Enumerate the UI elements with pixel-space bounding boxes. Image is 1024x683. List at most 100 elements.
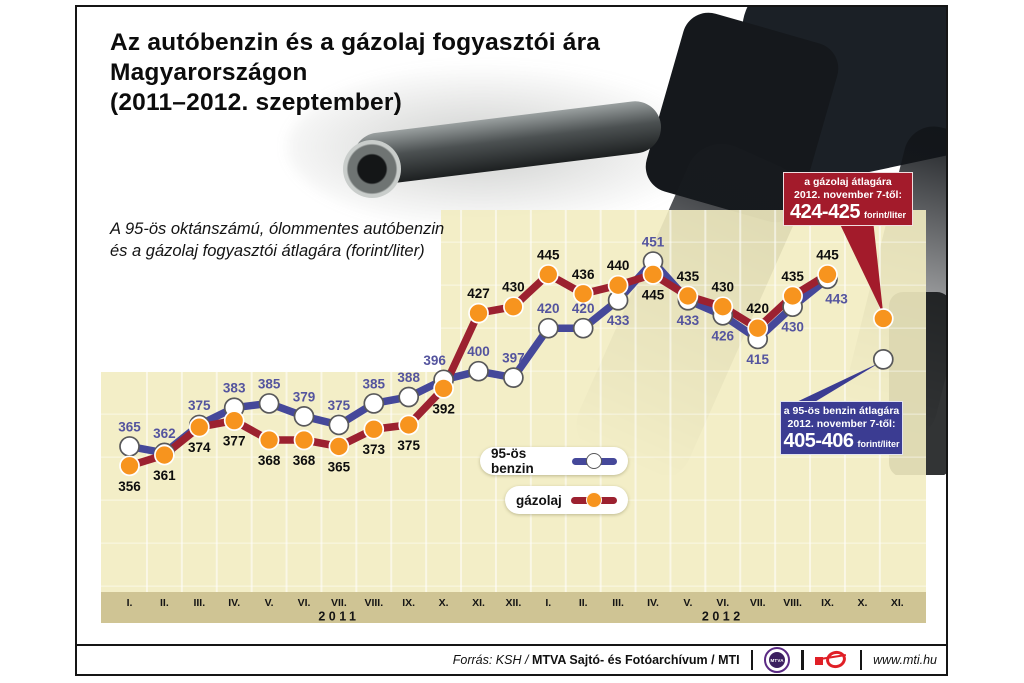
data-point-benzin <box>119 436 140 457</box>
callout-gazolaj-line2: 2012. november 7-től: <box>794 189 902 202</box>
axis-month-label: II. <box>579 597 588 609</box>
value-label-gazolaj: 445 <box>537 247 560 262</box>
data-point-gazolaj <box>188 416 210 438</box>
data-point-gazolaj <box>223 410 245 431</box>
value-label-benzin: 383 <box>223 381 246 396</box>
mti-logo <box>814 647 849 673</box>
axis-month-label: VIII. <box>364 597 383 609</box>
axis-month-label: IX. <box>402 597 415 609</box>
callout-pointer-gazolaj <box>838 220 884 315</box>
data-point-gazolaj <box>642 264 664 285</box>
axis-month-label: VI. <box>298 597 311 609</box>
axis-month-label: VII. <box>750 597 766 609</box>
value-label-benzin: 420 <box>537 301 560 316</box>
data-point-benzin <box>398 386 420 408</box>
legend-gazolaj-label: gázolaj <box>516 492 562 508</box>
data-point-benzin <box>363 393 385 414</box>
value-label-gazolaj: 430 <box>502 280 525 295</box>
legend-benzin-label: 95-ös benzin <box>491 446 534 476</box>
value-label-benzin: 388 <box>397 370 420 385</box>
data-point-gazolaj <box>363 418 385 440</box>
value-label-gazolaj: 361 <box>153 468 176 483</box>
legend-gazolaj-marker-icon <box>585 492 602 508</box>
axis-month-label: IV. <box>228 597 240 609</box>
axis-month-label: X. <box>857 597 867 609</box>
callout-pointer-benzin <box>788 362 881 406</box>
value-label-benzin: 426 <box>712 328 735 343</box>
value-label-benzin: 400 <box>467 344 490 359</box>
value-label-gazolaj: 368 <box>293 453 316 468</box>
source-credit: Forrás: KSH / MTVA Sajtó- és Fotóarchívu… <box>453 653 740 667</box>
axis-month-label: IX. <box>821 597 834 609</box>
legend-benzin-marker-icon <box>586 453 603 469</box>
value-label-benzin: 415 <box>746 352 769 367</box>
value-label-benzin: 397 <box>502 351 525 366</box>
value-label-gazolaj: 365 <box>328 459 351 474</box>
footer-divider <box>801 650 804 670</box>
value-label-benzin: 385 <box>258 376 281 391</box>
data-point-gazolaj <box>572 283 594 305</box>
caption-line-1: A 95-ös oktánszámú, ólommentes autóbenzi… <box>110 220 445 238</box>
data-point-gazolaj <box>712 296 734 318</box>
axis-month-label: IV. <box>647 597 659 609</box>
value-label-gazolaj: 436 <box>572 267 595 282</box>
forecast-point-gazolaj <box>872 308 894 329</box>
data-point-gazolaj <box>398 414 420 436</box>
value-label-gazolaj: 435 <box>781 269 804 284</box>
callout-benzin-forecast: a 95-ös benzin átlagára 2012. november 7… <box>780 401 903 456</box>
mti-logo-square <box>814 657 823 665</box>
data-point-gazolaj <box>747 317 769 339</box>
value-label-benzin: 375 <box>188 398 211 413</box>
axis-year-label: 2011 <box>318 610 359 624</box>
axis-month-label: V. <box>265 597 274 609</box>
value-label-gazolaj: 375 <box>397 438 420 453</box>
callout-gazolaj-value: 424-425 <box>790 201 860 224</box>
chart-caption: A 95-ös oktánszámú, ólommentes autóbenzi… <box>110 219 444 263</box>
value-label-benzin: 375 <box>328 398 351 413</box>
fuel-nozzle-photo <box>277 7 946 475</box>
data-point-benzin <box>293 405 315 427</box>
value-label-gazolaj: 368 <box>258 453 281 468</box>
footer-divider <box>750 650 754 670</box>
callout-gazolaj-unit: forint/liter <box>863 210 906 221</box>
legend-gazolaj-line-icon <box>570 492 617 508</box>
footer-bar: Forrás: KSH / MTVA Sajtó- és Fotóarchívu… <box>77 644 946 674</box>
value-label-gazolaj: 427 <box>467 286 490 301</box>
callout-benzin-value: 405-406 <box>783 430 854 453</box>
data-point-gazolaj <box>782 285 803 307</box>
website-link[interactable]: www.mti.hu <box>873 653 937 667</box>
caption-line-2: és a gázolaj fogyasztói átlagára (forint… <box>110 241 425 260</box>
value-label-benzin: 430 <box>781 320 804 335</box>
value-label-gazolaj: 356 <box>118 479 141 494</box>
data-point-gazolaj <box>817 264 838 285</box>
data-point-gazolaj <box>468 302 489 324</box>
axis-month-label: X. <box>439 597 449 609</box>
value-label-gazolaj: 445 <box>816 247 839 262</box>
value-label-benzin: 365 <box>118 419 141 434</box>
value-label-benzin: 396 <box>423 353 446 368</box>
footer-divider <box>859 650 863 670</box>
axis-month-label: I. <box>127 597 133 609</box>
data-point-gazolaj <box>677 285 699 307</box>
data-point-gazolaj <box>433 378 454 399</box>
axis-month-label: XI. <box>891 597 904 609</box>
title-line-3: (2011–2012. szeptember) <box>110 88 402 116</box>
axis-month-label: XII. <box>506 597 522 609</box>
mtva-logo: MTVA <box>764 647 791 673</box>
title-line-2: Magyarországon <box>110 58 308 86</box>
data-point-gazolaj <box>537 264 559 285</box>
value-label-benzin: 420 <box>572 301 595 316</box>
data-point-gazolaj <box>293 429 315 451</box>
value-label-gazolaj: 430 <box>712 280 735 295</box>
data-point-gazolaj <box>154 444 175 466</box>
data-point-gazolaj <box>328 436 350 457</box>
axis-month-label: VIII. <box>783 597 802 609</box>
data-point-gazolaj <box>607 274 629 296</box>
legend-item-gazolaj: gázolaj <box>505 486 628 514</box>
legend-item-benzin: 95-ös benzin <box>480 446 628 476</box>
callout-benzin-line1: a 95-ös benzin átlagára <box>783 405 900 417</box>
callout-gazolaj-line1: a gázolaj átlagára <box>804 176 892 188</box>
axis-month-label: XI. <box>472 597 485 609</box>
